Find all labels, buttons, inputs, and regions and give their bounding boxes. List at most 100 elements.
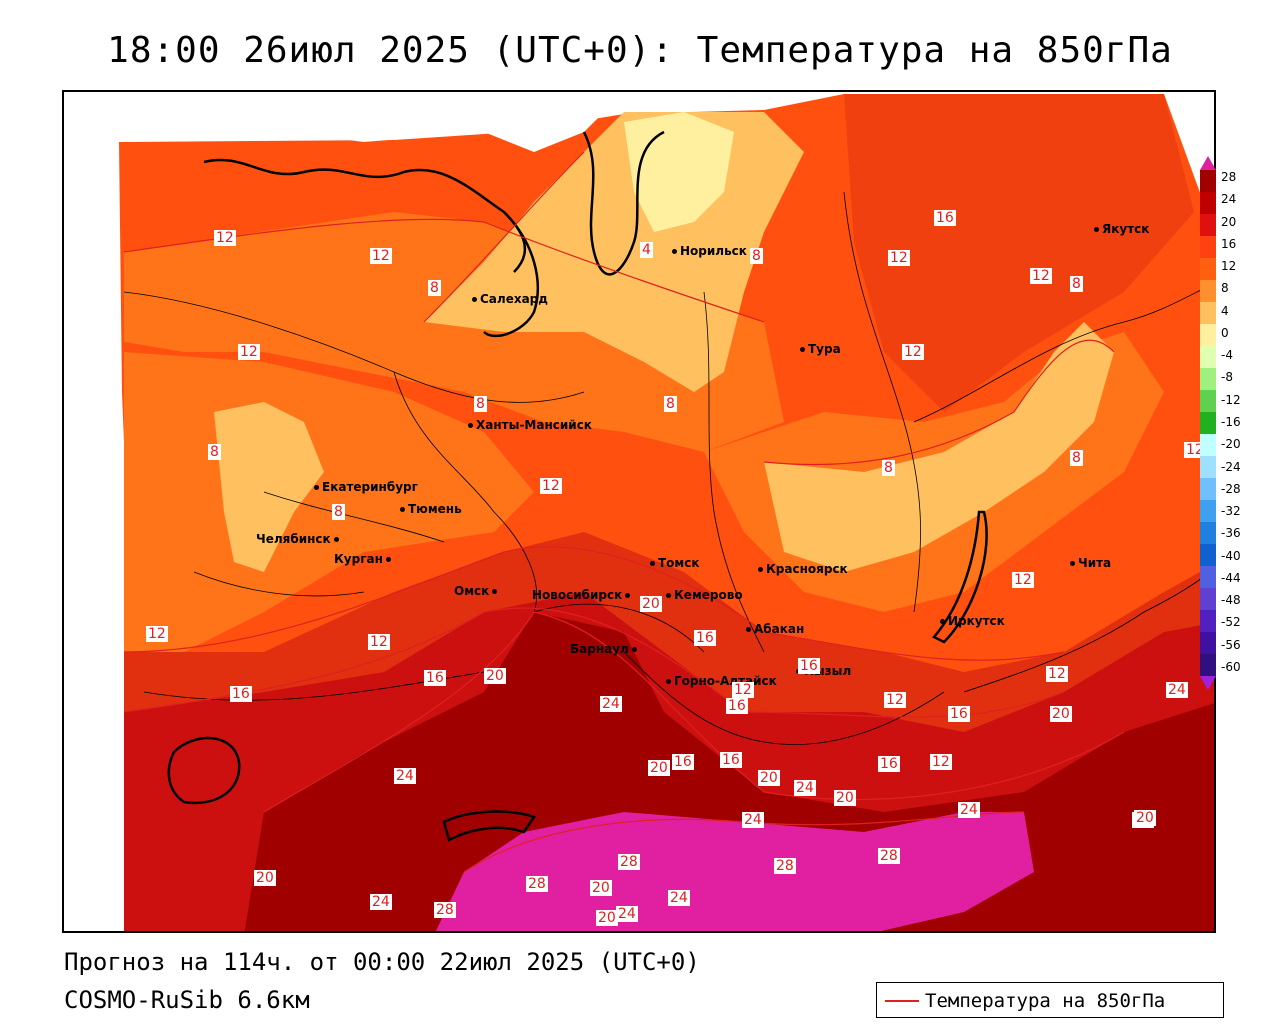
city-salekhard: Салехард <box>472 292 548 306</box>
isoline-label: 24 <box>394 768 416 784</box>
isoline-label: 20 <box>1050 706 1072 722</box>
isoline-label: 8 <box>1070 450 1083 466</box>
scale-tick-label: -20 <box>1221 437 1241 452</box>
isoline-label: 16 <box>694 630 716 646</box>
city-omsk: Омск <box>454 584 500 598</box>
scale-tick-label: 20 <box>1221 214 1237 229</box>
isoline-label: 12 <box>146 626 168 642</box>
scale-tick-label: 4 <box>1221 303 1229 318</box>
scale-tick-label: -4 <box>1221 348 1233 363</box>
lake-aral <box>167 736 241 805</box>
color-scale <box>1200 156 1216 690</box>
scale-tick-label: 0 <box>1221 325 1229 340</box>
scale-tick-label: -40 <box>1221 548 1241 563</box>
legend-label: Температура на 850гПа <box>925 990 1166 1012</box>
isoline-label: 20 <box>758 770 780 786</box>
isoline-label: 8 <box>428 280 441 296</box>
isoline-label: 16 <box>948 706 970 722</box>
isoline-label: 12 <box>540 478 562 494</box>
isoline-label: 8 <box>882 460 895 476</box>
field-4-ural <box>214 402 324 572</box>
isoline-label: 20 <box>834 790 856 806</box>
scale-tick-label: -24 <box>1221 459 1241 474</box>
field-16-ne <box>844 94 1194 412</box>
isoline-label: 28 <box>878 848 900 864</box>
scale-tick-label: -56 <box>1221 637 1241 652</box>
lake-balkhash <box>442 810 536 842</box>
isoline-label: 12 <box>888 250 910 266</box>
isoline-label: 12 <box>370 248 392 264</box>
isoline-label: 12 <box>930 754 952 770</box>
isoline-label: 16 <box>878 756 900 772</box>
isoline-label: 24 <box>668 890 690 906</box>
scale-tick-label: -12 <box>1221 392 1241 407</box>
city-yakutsk: Якутск <box>1094 222 1149 236</box>
scale-tick-label: 24 <box>1221 192 1237 207</box>
forecast-line: Прогноз на 114ч. от 00:00 22июл 2025 (UT… <box>64 948 700 976</box>
isoline-label: 12 <box>238 344 260 360</box>
legend-box: Температура на 850гПа <box>876 982 1224 1018</box>
coast-taymyr <box>582 130 665 276</box>
isoline-label: 8 <box>664 396 677 412</box>
isoline-label: 28 <box>618 854 640 870</box>
scale-tick-label: -44 <box>1221 570 1241 585</box>
city-krasnoyarsk: Красноярск <box>758 562 848 576</box>
city-khanty-mansiysk: Ханты-Мансийск <box>468 418 592 432</box>
isoline-label: 28 <box>774 858 796 874</box>
temperature-map <box>64 92 1214 931</box>
scale-tick-label: -36 <box>1221 526 1241 541</box>
isoline-label: 20 <box>1134 810 1156 826</box>
isoline-label: 12 <box>214 230 236 246</box>
isoline-label: 24 <box>958 802 980 818</box>
scale-tick-label: -48 <box>1221 593 1241 608</box>
isoline-label: 12 <box>902 344 924 360</box>
field-28-south <box>435 812 1034 931</box>
field-8-central <box>124 212 784 452</box>
isoline-label: 12 <box>732 682 754 698</box>
city-tomsk: Томск <box>650 556 700 570</box>
scale-tick-label: -8 <box>1221 370 1233 385</box>
city-tyumen: Тюмень <box>400 502 462 516</box>
isoline-label: 16 <box>672 754 694 770</box>
isolines <box>123 151 1125 873</box>
city-kurgan: Курган <box>334 552 394 566</box>
kara-sea <box>64 92 624 152</box>
isoline-label: 20 <box>596 910 618 926</box>
city-novosibirsk: Новосибирск <box>532 588 633 602</box>
isoline-label: 8 <box>474 396 487 412</box>
isoline-label: 8 <box>332 504 345 520</box>
city-kemerovo: Кемерово <box>666 588 743 602</box>
isoline-label: 12 <box>1030 268 1052 284</box>
isoline-label: 4 <box>640 242 653 258</box>
isoline-label: 16 <box>798 658 820 674</box>
isoline-label: 24 <box>1166 682 1188 698</box>
isoline-label: 24 <box>616 906 638 922</box>
isoline-label: 16 <box>720 752 742 768</box>
city-irkutsk: Иркутск <box>940 614 1005 628</box>
isoline-label: 12 <box>1046 666 1068 682</box>
isoline-label: 20 <box>648 760 670 776</box>
coast-yamal <box>483 211 539 338</box>
scale-tick-label: -60 <box>1221 659 1241 674</box>
isoline-label: 8 <box>750 248 763 264</box>
isoline-label: 8 <box>208 444 221 460</box>
scale-tick-label: -28 <box>1221 481 1241 496</box>
isoline-label: 24 <box>600 696 622 712</box>
city-norilsk: Норильск <box>672 244 747 258</box>
isoline-label: 24 <box>742 812 764 828</box>
city-yekaterinburg: Екатеринбург <box>314 480 418 494</box>
isoline-label: 16 <box>424 670 446 686</box>
isoline-label: 24 <box>370 894 392 910</box>
isoline-label: 16 <box>230 686 252 702</box>
isoline-label: 12 <box>884 692 906 708</box>
scale-tick-label: 28 <box>1221 170 1237 184</box>
scale-tick-label: 16 <box>1221 236 1237 251</box>
city-chita: Чита <box>1070 556 1111 570</box>
isoline-label: 20 <box>254 870 276 886</box>
city-gorno-altaysk: Горно-Алтайск <box>666 674 777 688</box>
scale-tick-label: -16 <box>1221 414 1241 429</box>
isoline-label: 28 <box>526 876 548 892</box>
isoline-label: 20 <box>640 596 662 612</box>
isoline-label: 16 <box>934 210 956 226</box>
legend-line-swatch <box>885 1000 919 1002</box>
